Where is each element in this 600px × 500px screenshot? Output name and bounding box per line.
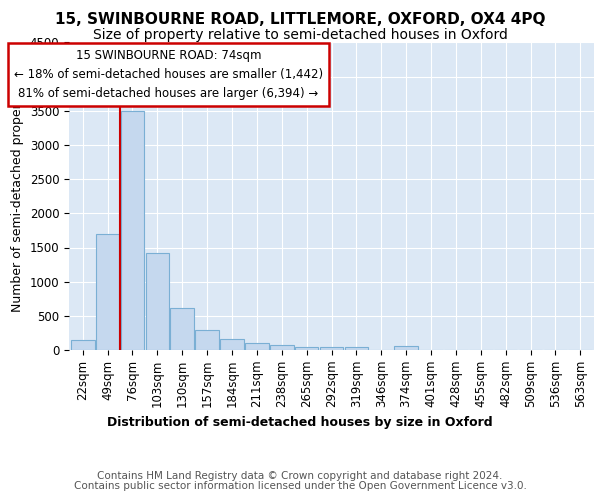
Text: 15 SWINBOURNE ROAD: 74sqm
← 18% of semi-detached houses are smaller (1,442)
81% : 15 SWINBOURNE ROAD: 74sqm ← 18% of semi-… <box>14 48 323 100</box>
Bar <box>295 346 319 350</box>
Bar <box>270 345 293 350</box>
Bar <box>146 253 169 350</box>
Text: 15, SWINBOURNE ROAD, LITTLEMORE, OXFORD, OX4 4PQ: 15, SWINBOURNE ROAD, LITTLEMORE, OXFORD,… <box>55 12 545 28</box>
Bar <box>394 346 418 350</box>
Bar <box>170 308 194 350</box>
Text: Contains HM Land Registry data © Crown copyright and database right 2024.: Contains HM Land Registry data © Crown c… <box>97 471 503 481</box>
Text: Contains public sector information licensed under the Open Government Licence v3: Contains public sector information licen… <box>74 481 526 491</box>
Bar <box>96 234 119 350</box>
Text: Size of property relative to semi-detached houses in Oxford: Size of property relative to semi-detach… <box>92 28 508 42</box>
Bar <box>195 330 219 350</box>
Bar <box>121 111 144 350</box>
Bar <box>71 340 95 350</box>
Bar <box>320 347 343 350</box>
Y-axis label: Number of semi-detached properties: Number of semi-detached properties <box>11 80 24 312</box>
Bar <box>245 343 269 350</box>
Text: Distribution of semi-detached houses by size in Oxford: Distribution of semi-detached houses by … <box>107 416 493 429</box>
Bar <box>344 346 368 350</box>
Bar <box>220 338 244 350</box>
